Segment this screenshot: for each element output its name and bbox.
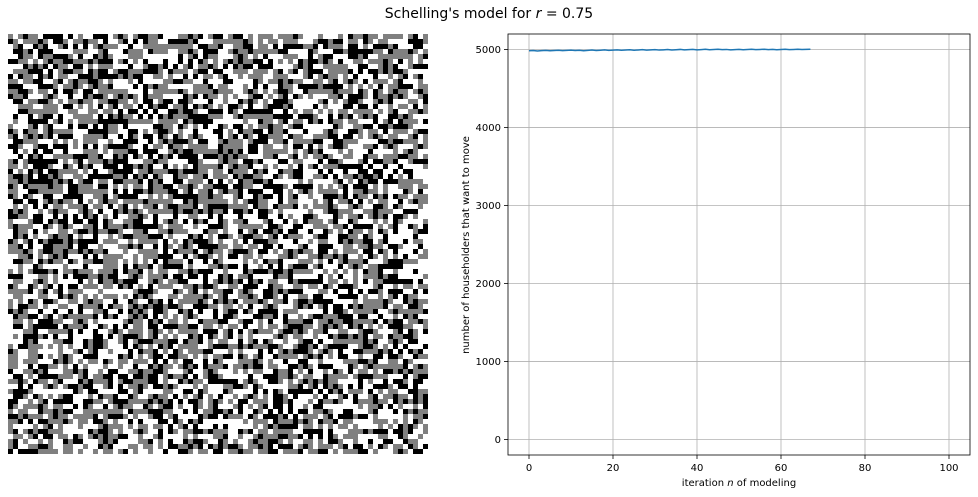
y-tick-label: 3000 <box>476 201 501 212</box>
y-tick-label: 1000 <box>476 357 501 368</box>
x-tick-label: 60 <box>775 463 788 474</box>
title-suffix: = 0.75 <box>541 6 594 22</box>
x-tick-label: 80 <box>859 463 872 474</box>
y-axis-label: number of householders that want to move <box>461 136 472 354</box>
x-axis-label: iteration n of modeling <box>682 478 796 489</box>
y-tick-label: 4000 <box>476 123 501 134</box>
plot-frame <box>507 33 971 456</box>
title-variable: r <box>535 6 542 22</box>
tick-marks <box>504 49 950 459</box>
grid-lines <box>508 34 970 455</box>
y-tick-label: 0 <box>495 435 501 446</box>
y-tick-label: 5000 <box>476 45 501 56</box>
figure-title: Schelling's model for r = 0.75 <box>0 6 978 22</box>
series-line <box>528 48 811 52</box>
x-tick-label: 20 <box>607 463 620 474</box>
schelling-grid-panel <box>8 34 428 454</box>
title-prefix: Schelling's model for <box>384 6 536 22</box>
x-tick-label: 40 <box>691 463 704 474</box>
y-tick-label: 2000 <box>476 279 501 290</box>
x-tick-label: 0 <box>526 463 532 474</box>
series-layer <box>528 48 811 52</box>
x-tick-label: 100 <box>939 463 958 474</box>
